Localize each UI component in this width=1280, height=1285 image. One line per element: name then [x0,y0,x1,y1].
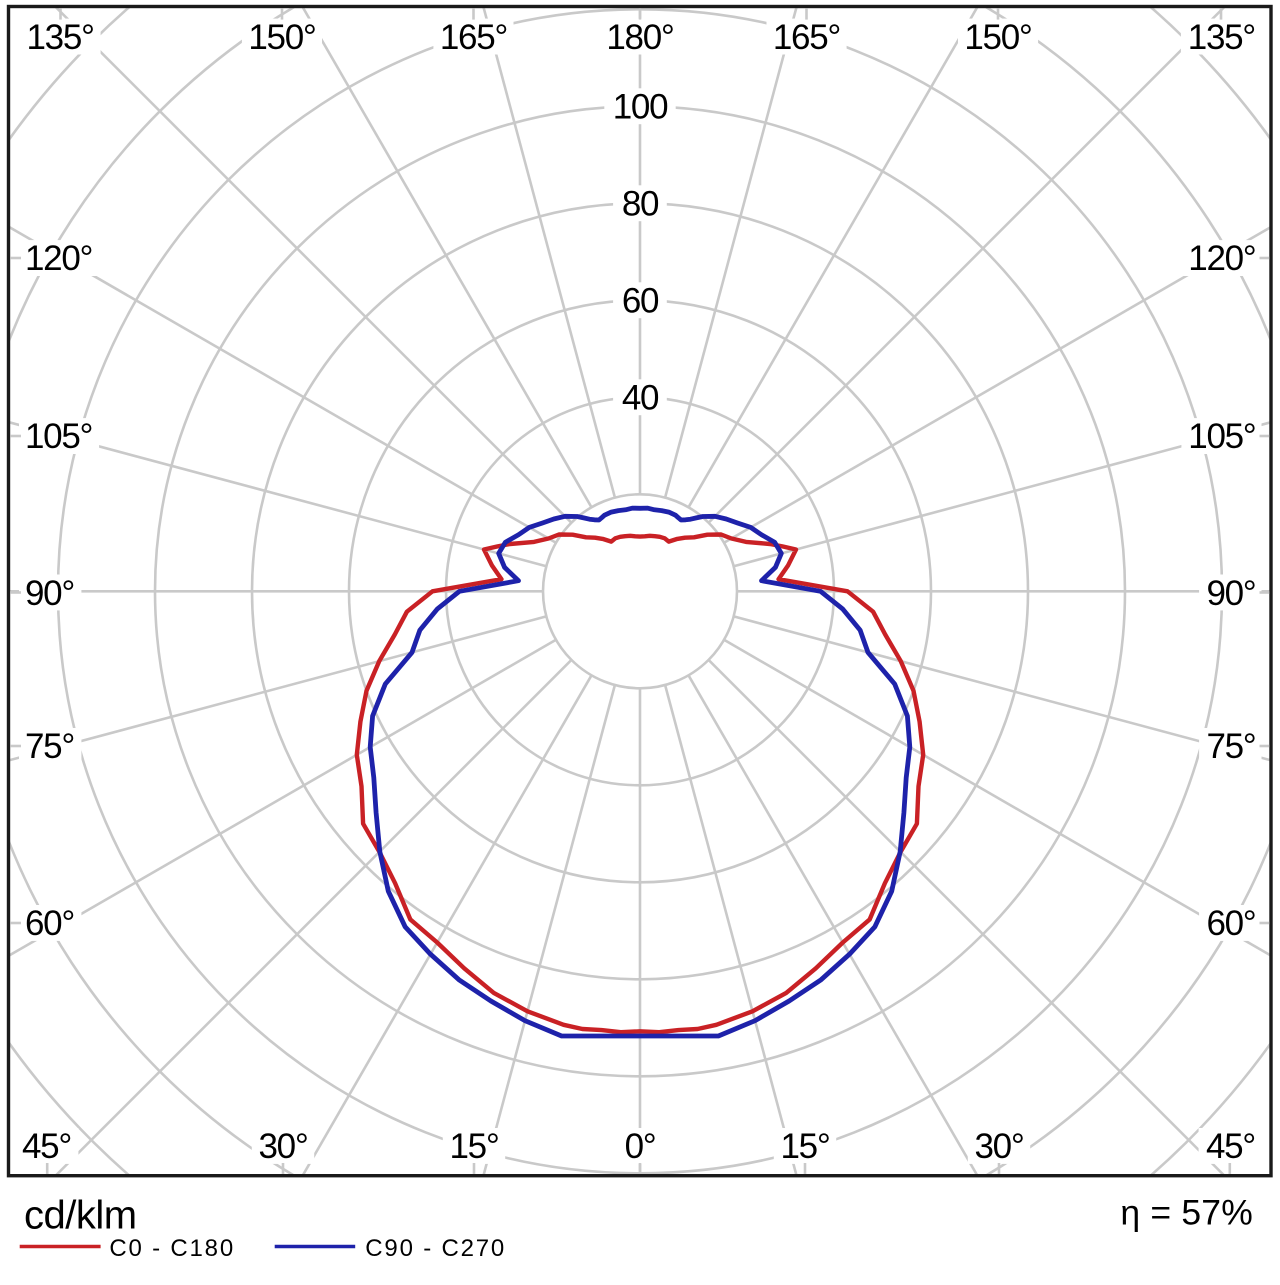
svg-text:165°: 165° [773,18,840,57]
svg-text:90°: 90° [1206,574,1255,613]
svg-text:120°: 120° [25,239,92,278]
svg-text:15°: 15° [780,1127,829,1166]
svg-text:100: 100 [613,88,668,127]
svg-text:90°: 90° [25,574,74,613]
svg-text:30°: 30° [258,1127,307,1166]
svg-text:C90 - C270: C90 - C270 [365,1235,506,1262]
svg-text:η = 57%: η = 57% [1120,1192,1253,1232]
svg-text:150°: 150° [248,18,315,57]
svg-text:120°: 120° [1188,239,1255,278]
svg-text:60°: 60° [25,904,74,943]
svg-text:30°: 30° [974,1127,1023,1166]
svg-text:45°: 45° [1206,1127,1255,1166]
svg-text:105°: 105° [1188,417,1255,456]
svg-text:60: 60 [622,282,659,321]
svg-text:75°: 75° [1206,727,1255,766]
svg-text:C0 - C180: C0 - C180 [109,1235,235,1262]
svg-text:80: 80 [622,185,659,224]
svg-text:40: 40 [622,379,659,418]
svg-text:75°: 75° [25,727,74,766]
svg-text:15°: 15° [449,1127,498,1166]
svg-text:45°: 45° [22,1127,71,1166]
svg-text:60°: 60° [1206,904,1255,943]
svg-text:165°: 165° [440,18,507,57]
svg-text:135°: 135° [27,18,94,57]
svg-text:135°: 135° [1188,18,1255,57]
svg-text:0°: 0° [625,1127,656,1166]
svg-text:cd/klm: cd/klm [24,1194,137,1238]
svg-text:150°: 150° [964,18,1031,57]
svg-text:105°: 105° [25,417,92,456]
svg-text:180°: 180° [606,18,673,57]
